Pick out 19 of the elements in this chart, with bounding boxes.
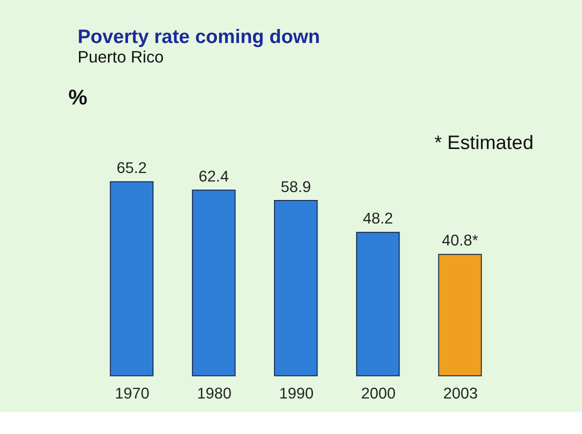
chart-subtitle: Puerto Rico — [78, 48, 164, 66]
bar — [274, 200, 318, 376]
bar — [110, 181, 154, 376]
x-tick-label: 1980 — [196, 386, 232, 403]
data-label: 62.4 — [198, 168, 230, 186]
x-tick-label: 1970 — [114, 386, 150, 403]
bar — [192, 190, 236, 376]
x-tick-label: 2000 — [361, 386, 396, 403]
data-label: 58.9 — [280, 178, 311, 196]
y-axis-title: % — [68, 86, 88, 110]
data-label: 65.2 — [116, 160, 147, 178]
bar — [438, 254, 482, 376]
x-tick-label: 1990 — [279, 386, 314, 403]
data-label: 40.8* — [442, 232, 478, 250]
x-tick-label: 2003 — [443, 386, 478, 403]
data-label: 48.2 — [362, 210, 394, 228]
text: * Estimated — [434, 132, 534, 154]
bar — [356, 232, 400, 376]
chart-title: Poverty rate coming down — [78, 26, 320, 48]
